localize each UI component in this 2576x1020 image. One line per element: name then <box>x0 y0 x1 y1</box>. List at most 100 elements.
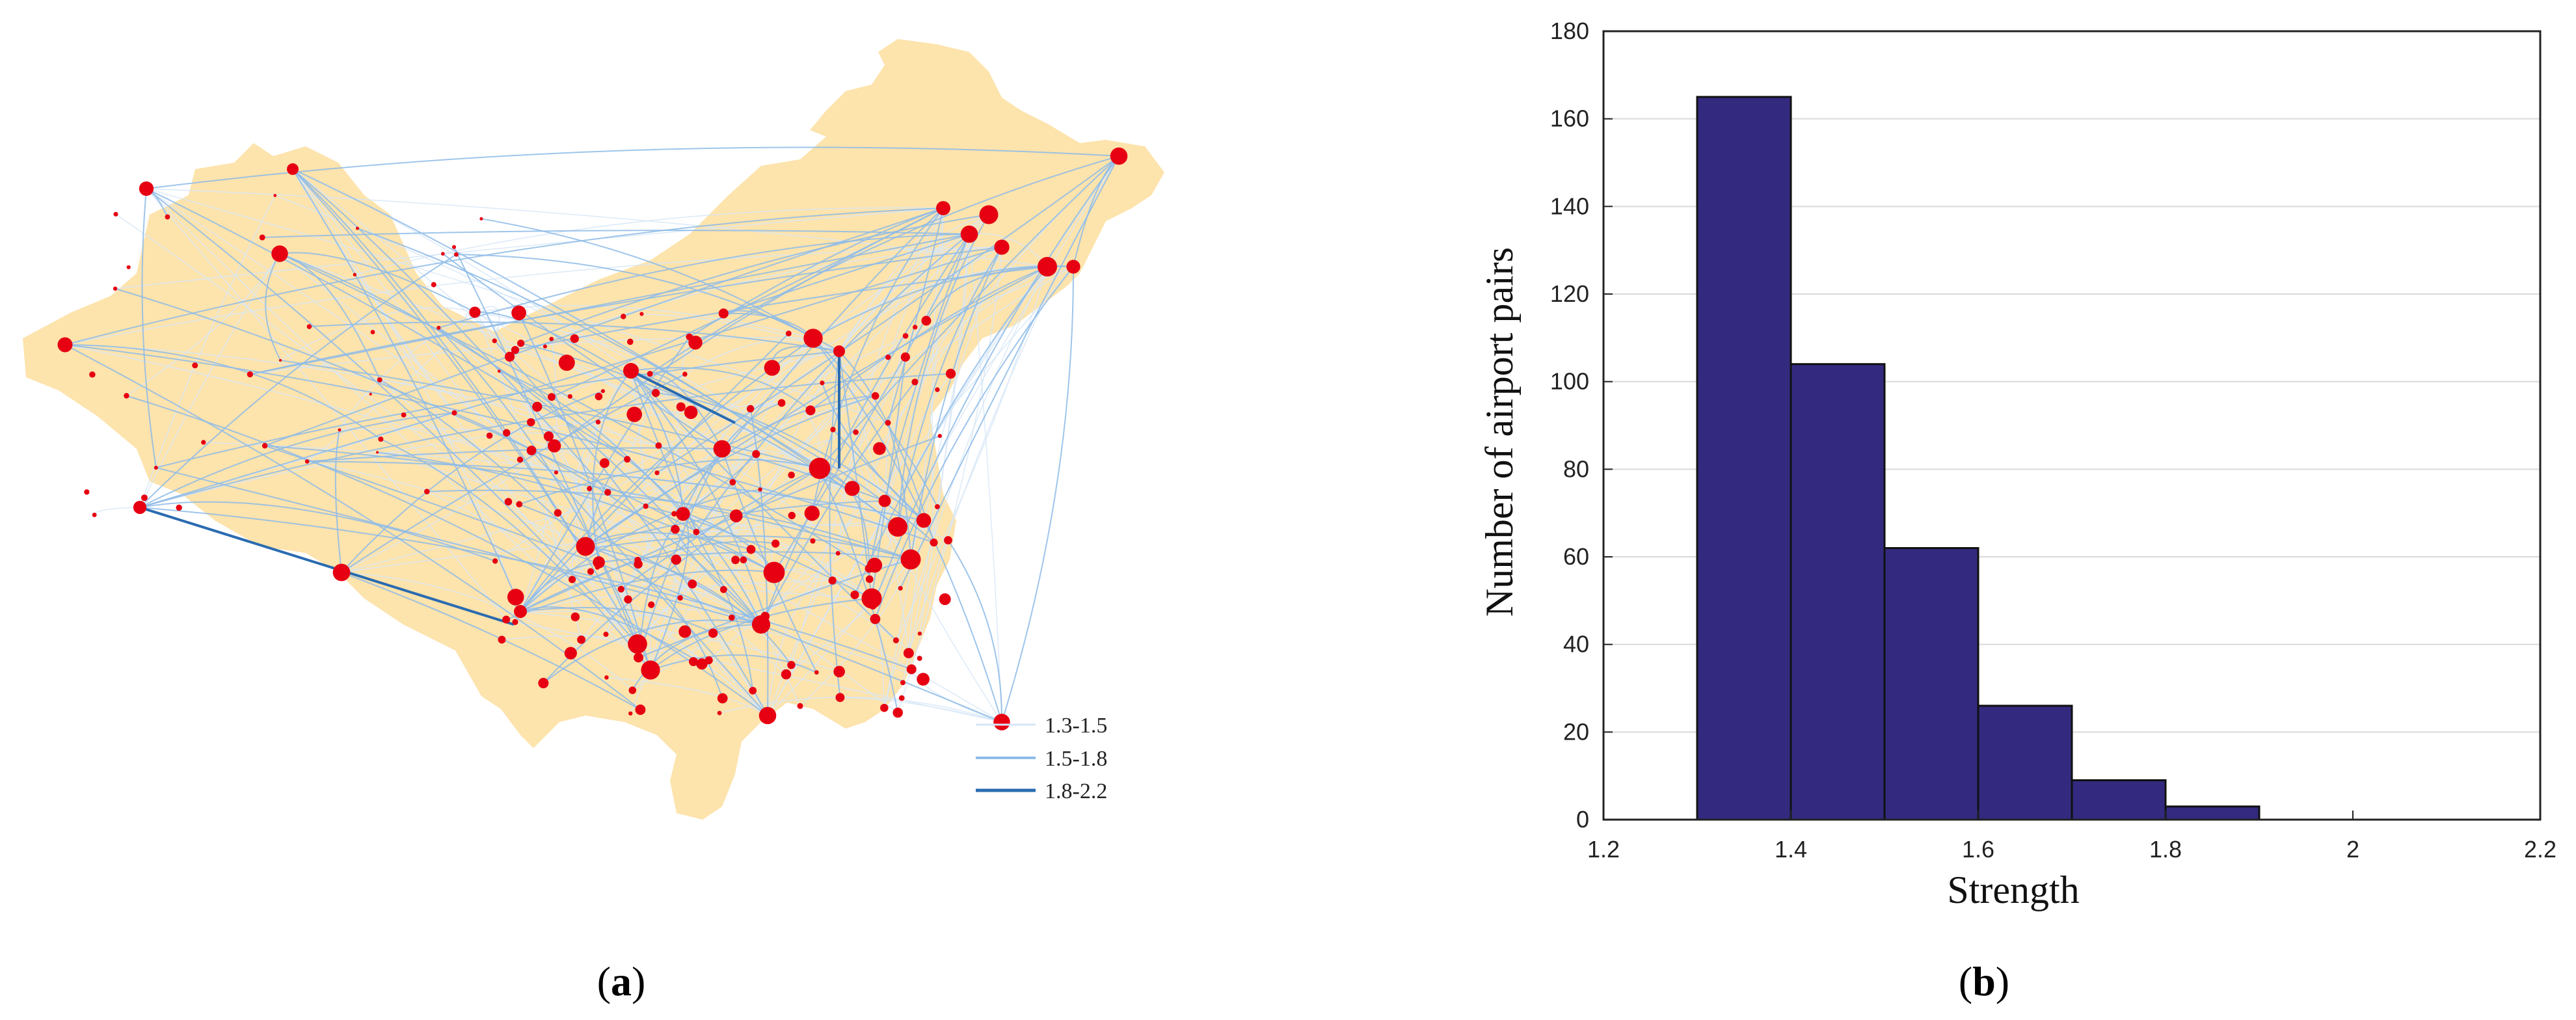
route-edge <box>680 468 820 598</box>
airport-node <box>259 234 265 241</box>
airport-node <box>604 489 611 496</box>
airport-node <box>641 660 660 680</box>
route-edge <box>786 559 911 675</box>
route-edge <box>651 604 768 716</box>
airport-node <box>271 245 288 262</box>
route-edge <box>481 218 814 339</box>
route-edge <box>840 697 1002 723</box>
airport-node <box>869 602 877 610</box>
histogram-bar <box>1883 547 1979 821</box>
route-edge <box>265 253 281 361</box>
route-edge <box>115 208 944 289</box>
route-edge <box>723 234 970 314</box>
airport-node <box>628 634 647 654</box>
route-edge <box>520 332 790 612</box>
route-edge <box>749 409 769 716</box>
airport-node <box>113 286 118 291</box>
airport-node <box>165 214 170 220</box>
route-edge <box>839 234 970 352</box>
airport-node <box>717 693 728 704</box>
airport-node <box>570 612 580 622</box>
route-edge <box>94 507 141 515</box>
airport-node <box>526 418 535 427</box>
route-edge <box>355 207 944 275</box>
histogram-panel: 1.2 1.4 1.6 1.8 2 2.2 0 20 40 60 80 100 120 140 160 18… <box>1478 18 2556 1004</box>
airport-node <box>440 252 445 256</box>
route-edge <box>203 442 924 521</box>
airport-node <box>554 509 562 517</box>
airport-node <box>497 369 501 373</box>
airport-node <box>517 456 524 463</box>
airport-node <box>944 536 952 544</box>
route-edge <box>606 677 768 716</box>
route-edge <box>764 266 1074 617</box>
airport-node <box>788 511 796 520</box>
airport-node <box>356 226 360 230</box>
route-edge <box>515 214 989 623</box>
airport-node <box>979 205 999 224</box>
route-edge <box>630 370 935 543</box>
airport-node <box>514 605 527 618</box>
airport-node <box>717 710 722 716</box>
y-tick-label: 20 <box>1563 718 1589 745</box>
y-tick-label: 160 <box>1550 105 1589 132</box>
airport-node <box>935 387 940 392</box>
airport-node <box>332 563 351 582</box>
airport-node <box>731 556 740 565</box>
airport-node <box>865 575 874 584</box>
airport-node <box>273 194 277 197</box>
y-tick-label: 60 <box>1563 543 1589 570</box>
airport-node <box>878 494 891 507</box>
map-panel: 1.3-1.5 1.5-1.8 1.8-2.2 (a) <box>23 39 1164 1004</box>
airport-node <box>916 513 932 528</box>
airport-node <box>154 465 158 470</box>
route-edge <box>341 520 924 573</box>
airport-node <box>936 201 950 215</box>
route-edge <box>874 266 1074 619</box>
airport-node <box>781 669 792 680</box>
airport-node <box>628 686 637 694</box>
airport-node <box>84 489 90 495</box>
airport-node <box>306 324 312 329</box>
airport-node <box>516 501 523 508</box>
route-edge <box>630 370 766 617</box>
airport-node <box>654 470 660 476</box>
route-edge <box>656 155 1120 474</box>
airport-node <box>1037 256 1058 277</box>
airport-node <box>885 355 891 360</box>
airport-node <box>370 330 375 334</box>
airport-node <box>304 459 310 464</box>
airport-node <box>787 661 796 669</box>
route-edge <box>947 539 1003 723</box>
airport-node <box>593 556 605 569</box>
airport-node <box>634 559 643 569</box>
airport-node <box>937 433 942 438</box>
airport-node <box>764 360 781 376</box>
route-edge <box>292 168 609 493</box>
route-edge <box>265 445 911 560</box>
route-edge <box>919 234 970 634</box>
y-tick-label: 100 <box>1550 368 1589 395</box>
route-edge <box>606 608 762 635</box>
route-edge <box>708 526 898 661</box>
histogram-bar <box>1790 363 1886 821</box>
airport-node <box>595 420 601 425</box>
airport-node <box>835 550 840 556</box>
route-edge <box>292 168 853 489</box>
airport-node <box>141 494 148 502</box>
y-axis-ticks: 0 20 40 60 80 100 120 140 160 180 <box>1550 18 1613 833</box>
route-edge <box>341 572 633 691</box>
airport-node <box>576 537 595 556</box>
airport-node <box>814 670 819 675</box>
route-edge <box>812 338 1002 723</box>
airport-node <box>870 613 881 624</box>
airport-node <box>547 393 556 401</box>
route-edge <box>854 266 1048 595</box>
route-edge <box>264 445 1002 723</box>
airport-node <box>558 355 575 371</box>
airport-node <box>378 436 384 442</box>
airport-node <box>626 407 643 422</box>
y-tick-label: 40 <box>1563 631 1589 658</box>
route-edge <box>585 546 723 699</box>
route-edge <box>585 546 768 716</box>
